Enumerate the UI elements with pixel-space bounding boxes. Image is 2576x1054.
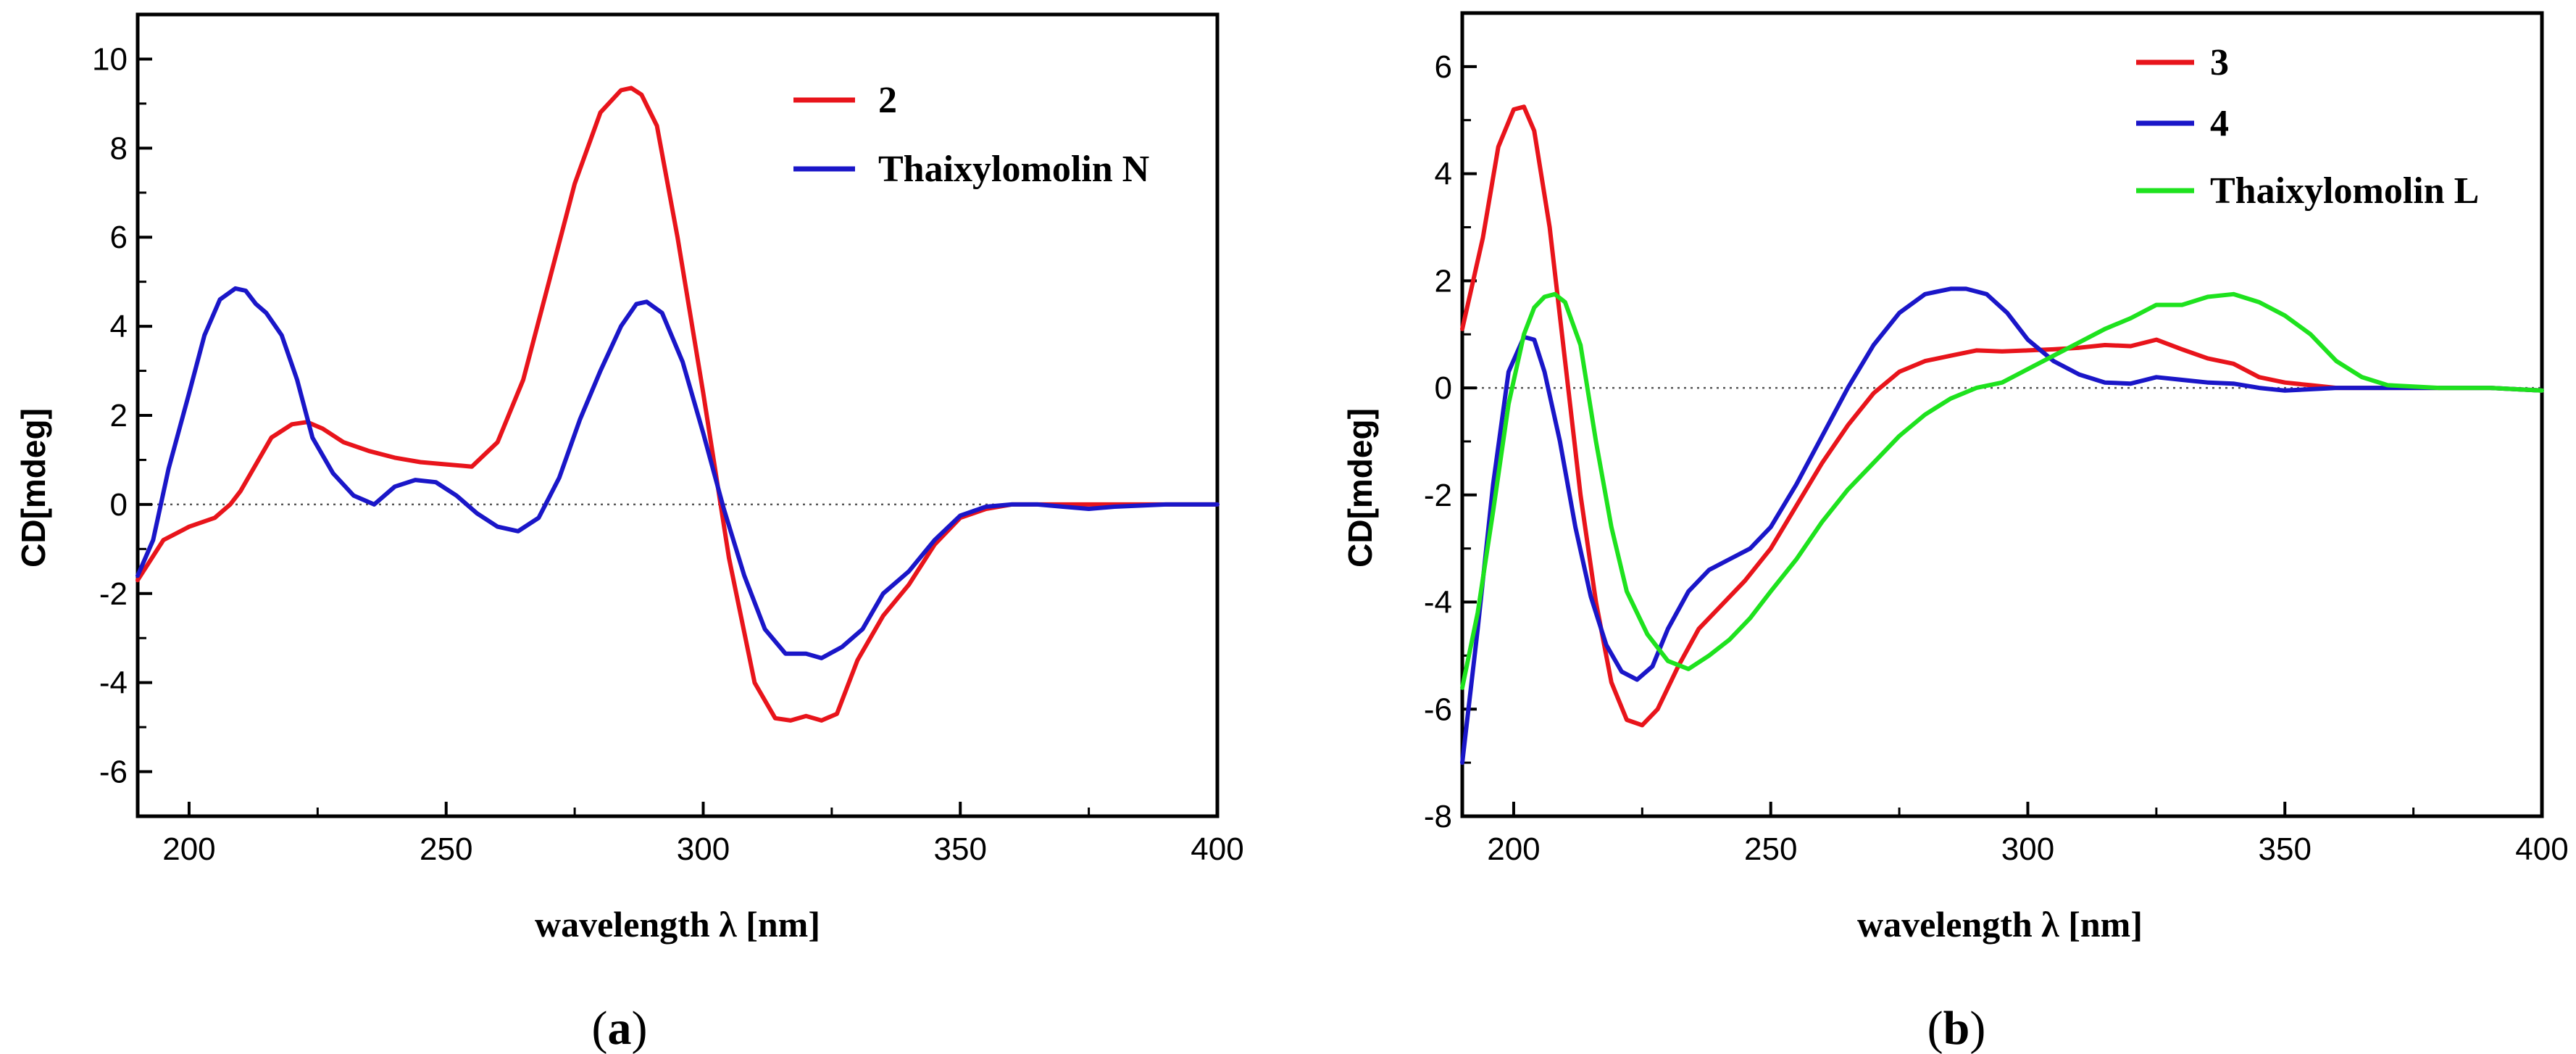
y-tick-label-a-4: 4 bbox=[110, 309, 128, 344]
panel-label-a: (a) bbox=[592, 1002, 648, 1054]
y-axis-title-a: CD[mdeg] bbox=[14, 408, 52, 568]
x-tick-label-b-250: 250 bbox=[1744, 831, 1797, 867]
y-tick-label-b--8: -8 bbox=[1424, 799, 1452, 834]
series-line-b-thaixylomolin-l bbox=[1460, 291, 2544, 690]
panel-letter-b: b bbox=[1943, 1002, 1970, 1054]
chart-panel-b: 200 250 300 350 400 -8 -6 -4 -2 0 2 4 6 CD[mdeg] wav… bbox=[1341, 11, 2569, 1054]
x-tick-label-a-400: 400 bbox=[1191, 831, 1243, 867]
y-tick-label-b-6: 6 bbox=[1435, 49, 1452, 85]
y-tick-label-a--2: -2 bbox=[99, 576, 128, 612]
x-tick-label-b-200: 200 bbox=[1487, 831, 1540, 867]
series-line-a-2 bbox=[136, 86, 1220, 723]
x-tick-label-a-250: 250 bbox=[420, 831, 472, 867]
x-tick-label-b-400: 400 bbox=[2515, 831, 2568, 867]
x-tick-label-a-300: 300 bbox=[677, 831, 730, 867]
y-tick-label-a-0: 0 bbox=[110, 487, 128, 523]
y-tick-label-a-8: 8 bbox=[110, 130, 128, 166]
y-tick-label-b-4: 4 bbox=[1435, 157, 1452, 192]
x-tick-label-b-300: 300 bbox=[2001, 831, 2054, 867]
x-tick-label-a-350: 350 bbox=[934, 831, 987, 867]
series-line-b-3 bbox=[1460, 104, 2544, 728]
plot-frame-a bbox=[136, 12, 1220, 818]
series-line-a-thaixylomolin-n bbox=[136, 286, 1220, 660]
y-tick-label-a-6: 6 bbox=[110, 220, 128, 255]
panel-letter-a: a bbox=[608, 1002, 632, 1054]
x-tick-label-a-200: 200 bbox=[162, 831, 215, 867]
y-tick-label-b-0: 0 bbox=[1435, 370, 1452, 406]
y-tick-label-b--2: -2 bbox=[1424, 478, 1452, 513]
y-tick-label-a-2: 2 bbox=[110, 398, 128, 433]
series-line-b-4 bbox=[1460, 286, 2544, 765]
plot-area-a: 200 250 300 350 400 -6 -4 -2 0 2 4 6 8 10 bbox=[92, 41, 1244, 867]
plot-area-b: 200 250 300 350 400 -8 -6 -4 -2 0 2 4 6 bbox=[1424, 49, 2569, 867]
y-tick-label-b--6: -6 bbox=[1424, 692, 1452, 727]
y-tick-label-a--4: -4 bbox=[99, 665, 128, 701]
legend-label-thaixylomolin-l: Thaixylomolin L bbox=[2210, 170, 2479, 212]
chart-panel-a: 200 250 300 350 400 -6 -4 -2 0 2 4 6 8 10 CD[mdeg] wa… bbox=[14, 12, 1244, 1054]
y-tick-label-b-2: 2 bbox=[1435, 263, 1452, 299]
x-axis-title-b: wavelength λ [nm] bbox=[1857, 904, 2143, 945]
legend-label-4: 4 bbox=[2210, 103, 2229, 144]
plot-frame-b bbox=[1460, 11, 2544, 818]
x-tick-label-b-350: 350 bbox=[2259, 831, 2312, 867]
legend-b: 3 4 Thaixylomolin L bbox=[2136, 42, 2479, 212]
y-tick-label-a-10: 10 bbox=[92, 41, 128, 77]
legend-a: 2 Thaixylomolin N bbox=[793, 80, 1149, 190]
x-axis-title-a: wavelength λ [nm] bbox=[535, 904, 820, 945]
legend-label-thaixylomolin-n: Thaixylomolin N bbox=[878, 149, 1149, 190]
panel-label-b: (b) bbox=[1927, 1002, 1986, 1054]
y-axis-title-b: CD[mdeg] bbox=[1341, 408, 1379, 568]
y-tick-label-a--6: -6 bbox=[99, 755, 128, 790]
legend-label-3: 3 bbox=[2210, 42, 2229, 83]
legend-label-2: 2 bbox=[878, 80, 897, 121]
y-tick-label-b--4: -4 bbox=[1424, 585, 1452, 621]
